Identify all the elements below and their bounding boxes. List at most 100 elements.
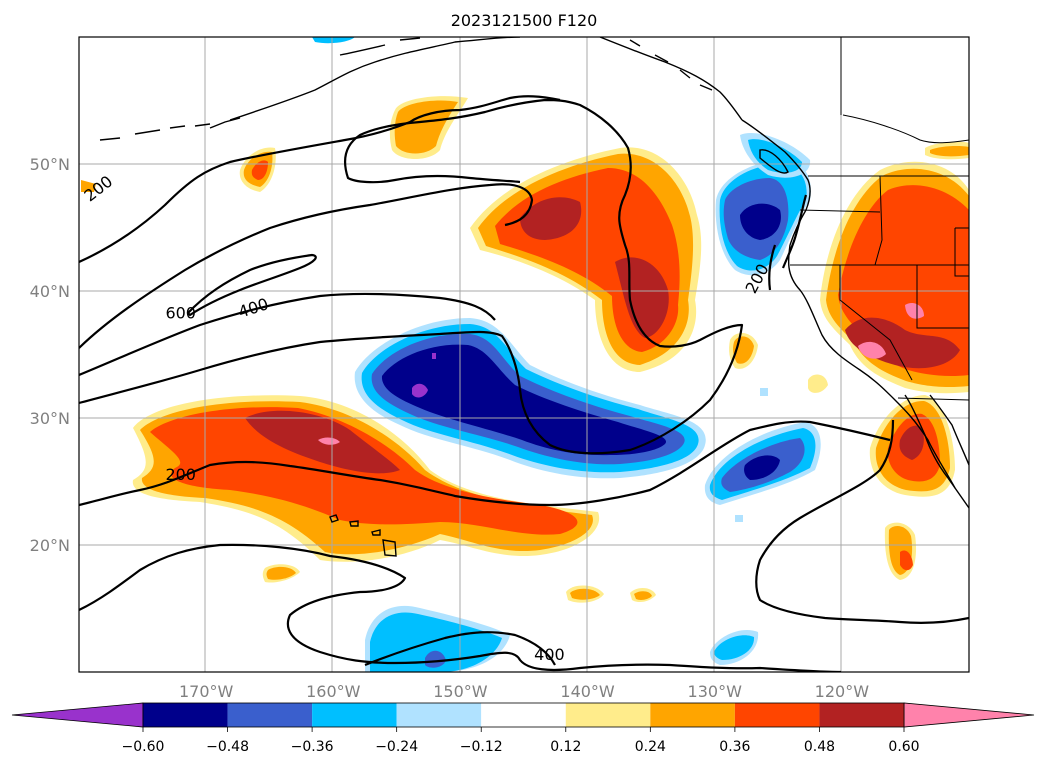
colorbar-segment (819, 703, 904, 727)
hawaii-islands (329, 514, 397, 557)
positive-anomaly-blob (266, 566, 296, 580)
x-tick-label: 140°W (560, 682, 615, 701)
vancouver-island (759, 149, 789, 174)
x-tick-label: 130°W (688, 682, 743, 701)
y-axis-ticks: 50°N 40°N 30°N 20°N (30, 155, 70, 555)
colorbar-tick-label: −0.48 (206, 739, 249, 755)
colorbar-frame (142, 702, 905, 728)
y-tick-label: 20°N (30, 536, 70, 555)
y-tick-label: 30°N (30, 409, 70, 428)
colorbar-segment (312, 703, 397, 727)
negative-anomaly-blob (412, 383, 428, 398)
colorbar-tick-label: 0.24 (635, 739, 666, 755)
contour-label-group: 400 (534, 645, 565, 664)
contour-line (79, 183, 534, 349)
colorbar-segment (227, 703, 313, 727)
x-tick-label: 150°W (433, 682, 488, 701)
contour-label: 600 (165, 304, 196, 323)
colorbar-segment (650, 703, 735, 727)
positive-anomaly-blob (570, 588, 600, 600)
colorbar-tick-label: 0.60 (888, 739, 919, 755)
positive-anomaly-blob (905, 303, 924, 319)
mexico-coast (929, 394, 969, 466)
contour-line (79, 98, 744, 455)
colorbar-segment (396, 703, 482, 727)
y-tick-label: 40°N (30, 282, 70, 301)
contour-line (768, 244, 777, 291)
contour-label: 400 (534, 645, 565, 664)
positive-anomaly-blob (251, 160, 268, 180)
negative-anomaly-blob (312, 37, 355, 44)
alaska-coast (629, 39, 713, 91)
contour-line (755, 419, 969, 624)
positive-anomaly-blob (858, 341, 886, 359)
contour-line (79, 543, 842, 672)
state-border (842, 114, 969, 144)
positive-anomaly-blob (520, 197, 582, 240)
negative-anomaly-blob (740, 203, 781, 240)
positive-anomaly-blob (318, 437, 340, 445)
negative-anomaly-blob (425, 650, 446, 668)
political-borders (790, 37, 969, 401)
colorbar-tick-label: −0.36 (291, 739, 334, 755)
contour-line (79, 292, 496, 377)
colorbar-tick-label: −0.60 (122, 739, 165, 755)
colorbar-tick-label: −0.12 (460, 739, 503, 755)
positive-anomaly-blob (900, 550, 913, 571)
contour-label-group: 600 (165, 304, 196, 323)
negative-anomaly-blob (735, 515, 743, 522)
colorbar-segment (143, 703, 228, 727)
state-border (916, 265, 969, 329)
positive-anomaly-blob (81, 180, 96, 192)
x-tick-label: 170°W (179, 682, 234, 701)
colorbar-tick-label: −0.24 (375, 739, 418, 755)
x-tick-label: 160°W (306, 682, 361, 701)
colorbar-extend-high (903, 702, 1035, 728)
state-border (954, 227, 969, 277)
negative-anomaly-blob (760, 388, 768, 396)
x-axis-ticks: 170°W 160°W 150°W 140°W 130°W 120°W (179, 682, 869, 701)
colorbar-segment (481, 703, 566, 727)
negative-anomaly-blob (432, 353, 436, 359)
contour-label-group: 200 (165, 465, 196, 484)
map-background (79, 37, 969, 672)
graticule (79, 37, 969, 672)
colorbar-tick-label: 0.12 (550, 739, 581, 755)
y-tick-label: 50°N (30, 155, 70, 174)
colorbar-tick-label: 0.48 (804, 739, 835, 755)
contour-line (364, 631, 556, 667)
chart-title: 2023121500 F120 (451, 11, 598, 30)
colorbar-tick-label: 0.36 (719, 739, 750, 755)
map-frame (78, 36, 970, 673)
colorbar-segment (734, 703, 820, 727)
colorbar-extend-low (11, 702, 144, 728)
contour-line (186, 253, 317, 317)
positive-anomaly-blob (808, 374, 828, 393)
alaska-coast (229, 37, 521, 121)
positive-anomaly-blob (634, 591, 652, 600)
colorbar: −0.60 −0.48 −0.36 −0.24 −0.12 0.12 0.24 0.36 0.4… (11, 702, 1035, 755)
aleutian-islands (99, 123, 211, 141)
positive-anomaly-blob (394, 100, 458, 154)
negative-anomaly-blob (744, 455, 780, 480)
negative-anomaly-blob (381, 344, 667, 456)
state-border (799, 209, 881, 213)
us-west-coast (787, 244, 956, 489)
us-mexico-border (897, 397, 969, 401)
state-border (839, 265, 913, 381)
positive-anomaly-blob (930, 146, 969, 157)
alaska-coast (599, 37, 743, 121)
alaska-coast (209, 117, 241, 129)
negative-anomaly-blob (714, 635, 755, 660)
contour-line (79, 420, 891, 507)
x-tick-label: 120°W (815, 682, 870, 701)
contour-lines (79, 95, 969, 672)
contour-line (781, 194, 808, 269)
colorbar-segment (565, 703, 651, 727)
baja-coast (904, 394, 969, 509)
positive-anomaly-blob (899, 425, 924, 460)
state-border (874, 175, 883, 266)
contour-label: 200 (165, 465, 196, 484)
